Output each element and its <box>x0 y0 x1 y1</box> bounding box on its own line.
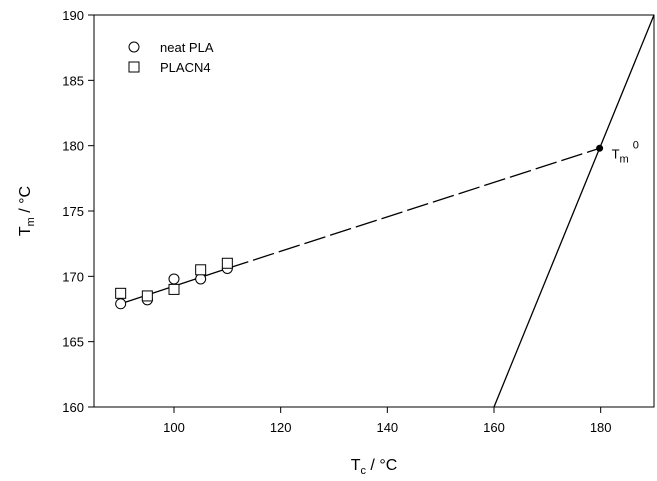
y-axis-title: Tm / °C <box>17 186 37 236</box>
point <box>596 144 604 152</box>
marker <box>195 264 207 276</box>
y-tick-label: 170 <box>62 269 84 284</box>
y-tick-label: 175 <box>62 204 84 219</box>
y-tick-label: 165 <box>62 335 84 350</box>
point-label-sup: 0 <box>633 139 639 151</box>
y-tick-label: 180 <box>62 139 84 154</box>
y-tick-label: 160 <box>62 400 84 415</box>
x-title-sub: c <box>360 465 366 477</box>
y-title-main: T <box>17 226 34 236</box>
legend-label: neat PLA <box>160 40 214 55</box>
legend-label: PLACN4 <box>160 60 211 75</box>
x-tick-label: 160 <box>483 420 505 435</box>
x-tick-label: 120 <box>270 420 292 435</box>
marker <box>115 298 127 310</box>
point-label-sub: m <box>620 153 629 165</box>
point-label: Tm0 <box>612 139 639 165</box>
x-title-unit: / °C <box>366 457 397 474</box>
fit-line <box>227 147 600 270</box>
marker <box>221 257 233 269</box>
marker <box>115 287 127 299</box>
marker <box>195 273 207 285</box>
x-tick-label: 180 <box>590 420 612 435</box>
legend-marker <box>128 41 140 53</box>
marker <box>168 273 180 285</box>
point-label-main: T <box>612 146 620 161</box>
legend-marker <box>128 61 140 73</box>
marker <box>141 290 153 302</box>
x-axis-title: Tc / °C <box>351 457 398 477</box>
x-title-main: T <box>351 457 361 474</box>
y-title-sub: m <box>25 217 37 226</box>
y-tick-label: 190 <box>62 8 84 23</box>
x-tick-label: 100 <box>163 420 185 435</box>
fit-line <box>493 14 655 408</box>
y-tick-label: 185 <box>62 73 84 88</box>
marker <box>168 283 180 295</box>
y-title-unit: / °C <box>17 186 34 217</box>
x-tick-label: 140 <box>376 420 398 435</box>
